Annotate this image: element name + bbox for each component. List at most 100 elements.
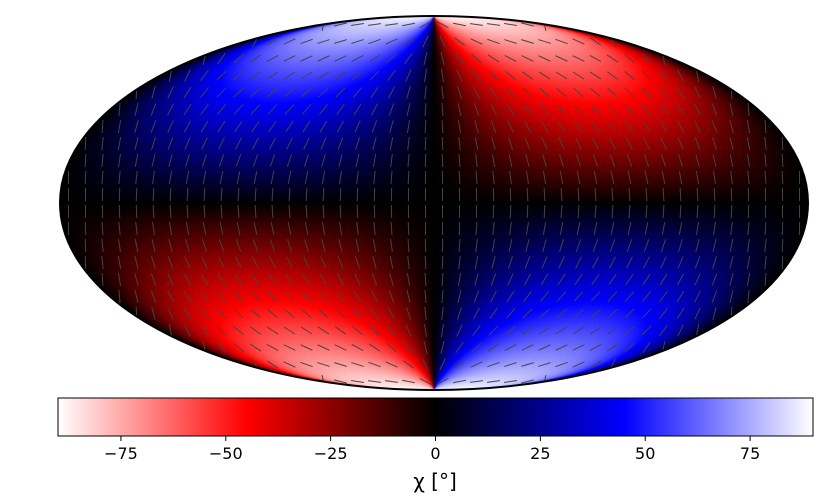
polarization-segment xyxy=(101,221,104,236)
polarization-segment xyxy=(457,86,462,99)
polarization-segment xyxy=(592,137,599,150)
polarization-segment xyxy=(526,187,529,202)
polarization-segment xyxy=(624,291,635,302)
polarization-segment xyxy=(305,187,308,202)
polarization-segment xyxy=(250,308,261,319)
polarization-segment xyxy=(594,204,597,219)
polarization-segment xyxy=(251,273,260,286)
polarization-segment xyxy=(490,290,497,303)
polarization-segment xyxy=(337,137,344,150)
polarization-segment xyxy=(659,70,668,81)
polarization-segment xyxy=(351,54,364,63)
polarization-segment xyxy=(509,187,512,202)
polarization-segment xyxy=(781,221,784,236)
polarization-segment xyxy=(624,71,635,80)
polarization-segment xyxy=(317,71,330,80)
polarization-segment xyxy=(712,307,717,320)
polarization-segment xyxy=(676,273,685,286)
polarization-segment xyxy=(523,103,532,116)
polarization-segment xyxy=(284,308,295,319)
polarization-segment xyxy=(134,120,139,133)
polarization-segment xyxy=(300,71,313,80)
polarization-segment xyxy=(713,204,716,219)
polarization-segment xyxy=(183,120,192,133)
polarization-segment xyxy=(540,273,549,286)
polarization-segment xyxy=(441,119,444,134)
polarization-segment xyxy=(423,341,428,354)
polarization-segment xyxy=(304,222,309,235)
polarization-segment xyxy=(183,307,192,320)
polarization-segment xyxy=(118,170,121,185)
polarization-segment xyxy=(233,291,244,302)
polarization-segment xyxy=(679,187,682,202)
polarization-segment xyxy=(322,187,325,202)
polarization-segment xyxy=(318,87,329,98)
polarization-segment xyxy=(574,273,583,286)
polarization-segment xyxy=(441,136,444,151)
polarization-segment xyxy=(524,256,531,269)
polarization-segment xyxy=(135,306,138,321)
polarization-segment xyxy=(589,343,602,352)
polarization-segment xyxy=(407,221,410,236)
polarization-segment xyxy=(572,55,585,62)
polarization-segment xyxy=(252,137,259,150)
polarization-segment xyxy=(505,87,516,98)
polarization-segment xyxy=(367,380,382,383)
polarization-segment xyxy=(607,291,618,302)
polarization-segment xyxy=(303,256,310,269)
polarization-segment xyxy=(644,222,649,235)
polarization-segment xyxy=(424,119,427,134)
polarization-segment xyxy=(625,120,634,133)
polarization-segment xyxy=(627,171,632,184)
polarization-segment xyxy=(440,341,445,354)
polarization-segment xyxy=(390,221,393,236)
polarization-segment xyxy=(84,153,87,168)
polarization-segment xyxy=(249,54,262,63)
polarization-segment xyxy=(509,204,512,219)
polarization-segment xyxy=(336,103,345,116)
polarization-segment xyxy=(455,341,464,354)
polarization-segment xyxy=(559,154,564,167)
polarization-segment xyxy=(202,171,207,184)
polarization-segment xyxy=(334,39,347,44)
polarization-segment xyxy=(300,55,313,62)
polarization-segment xyxy=(355,137,360,150)
polarization-segment xyxy=(284,87,295,98)
polarization-segment xyxy=(233,53,244,64)
polarization-segment xyxy=(118,289,121,304)
colorbar-ticks: −75 −50 −25 0 25 50 75 xyxy=(104,436,760,463)
polarization-segment xyxy=(487,361,500,368)
polarization-segment xyxy=(662,204,665,219)
polarization-segment xyxy=(304,154,309,167)
polarization-segment xyxy=(473,86,480,99)
polarization-segment xyxy=(406,120,411,133)
polarization-segment xyxy=(695,171,700,184)
polarization-segment xyxy=(368,343,381,352)
polarization-segment xyxy=(118,238,121,253)
polarization-segment xyxy=(422,35,429,48)
polarization-segment xyxy=(266,343,279,352)
polarization-segment xyxy=(659,120,668,133)
polarization-segment xyxy=(101,255,104,270)
polarization-segment xyxy=(677,137,684,150)
polarization-segment xyxy=(491,239,496,252)
polarization-segment xyxy=(356,187,359,202)
polarization-segment xyxy=(101,119,104,134)
polarization-segment xyxy=(321,222,326,235)
polarization-segment xyxy=(713,187,716,202)
polarization-segment xyxy=(267,291,278,302)
polarization-segment xyxy=(151,239,156,252)
polarization-segment xyxy=(676,103,685,116)
polarization-segment xyxy=(101,272,104,287)
polarization-segment xyxy=(321,171,326,184)
polarization-segment xyxy=(573,104,584,115)
polarization-segment xyxy=(526,204,529,219)
polarization-segment xyxy=(521,344,534,351)
polarization-segment xyxy=(695,154,700,167)
polarization-segment xyxy=(202,222,207,235)
polarization-segment xyxy=(152,204,155,219)
polarization-segment xyxy=(404,341,413,354)
polarization-segment xyxy=(237,204,240,219)
polarization-segment xyxy=(781,153,784,168)
polarization-segment xyxy=(472,69,481,82)
